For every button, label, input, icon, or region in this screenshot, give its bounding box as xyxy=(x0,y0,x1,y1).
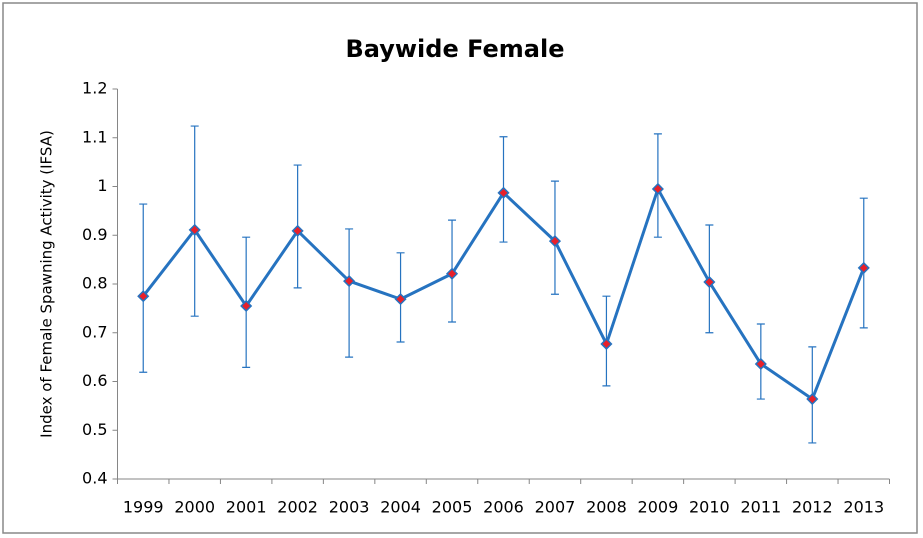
data-marker xyxy=(754,357,767,371)
data-marker xyxy=(137,290,150,303)
error-bar-upper xyxy=(756,323,765,364)
error-bar-upper xyxy=(345,228,354,282)
data-marker xyxy=(240,299,253,312)
x-tick-label: 2012 xyxy=(792,498,833,517)
error-bar-upper xyxy=(242,236,251,306)
error-bar-upper xyxy=(550,180,559,242)
error-bar-lower xyxy=(602,343,611,387)
x-tick-label: 2006 xyxy=(483,498,524,517)
error-bar-lower xyxy=(808,399,817,444)
error-bar-lower xyxy=(190,229,199,317)
x-tick-label: 2013 xyxy=(843,498,884,517)
y-tick-label: 0.8 xyxy=(82,274,107,293)
x-tick-label: 2007 xyxy=(535,498,576,517)
data-marker xyxy=(651,182,664,195)
x-tick-label: 2010 xyxy=(689,498,730,517)
data-marker xyxy=(600,337,613,351)
data-marker xyxy=(291,224,304,237)
data-marker xyxy=(445,267,459,280)
y-tick-label: 1.2 xyxy=(82,79,107,98)
error-bar-upper xyxy=(448,219,457,274)
error-bar-lower xyxy=(293,230,302,289)
error-bar-upper xyxy=(293,164,302,231)
y-tick-label: 1 xyxy=(97,176,107,195)
error-bar-lower xyxy=(139,296,148,373)
data-marker xyxy=(806,392,819,406)
error-bar-lower xyxy=(653,188,662,238)
data-marker xyxy=(548,235,562,248)
error-bar-upper xyxy=(602,295,611,344)
data-marker xyxy=(188,223,201,236)
error-bar-lower xyxy=(345,281,354,358)
data-marker xyxy=(343,275,356,288)
data-marker xyxy=(703,275,716,289)
error-bar-upper xyxy=(139,203,148,297)
x-tick-label: 2001 xyxy=(226,498,267,517)
error-bar-upper xyxy=(499,136,508,193)
data-marker xyxy=(394,293,407,306)
error-bar-upper xyxy=(396,252,405,300)
error-bar-upper xyxy=(653,133,662,189)
error-bar-lower xyxy=(499,192,508,243)
data-marker xyxy=(857,261,870,274)
chart-title: Baywide Female xyxy=(345,35,564,63)
y-tick-label: 0.7 xyxy=(82,322,107,341)
error-bar-lower xyxy=(448,273,457,323)
y-tick-label: 0.9 xyxy=(82,225,107,244)
x-tick-label: 1999 xyxy=(123,498,164,517)
x-tick-label: 2004 xyxy=(380,498,421,517)
x-tick-label: 2009 xyxy=(638,498,679,517)
y-tick-label: 0.4 xyxy=(82,469,107,488)
error-bar-upper xyxy=(859,197,868,268)
x-tick-label: 2002 xyxy=(277,498,318,517)
error-bar-lower xyxy=(242,305,251,368)
error-bar-lower xyxy=(550,241,559,295)
data-marker xyxy=(497,186,510,199)
y-tick-label: 0.6 xyxy=(82,371,107,390)
y-tick-label: 1.1 xyxy=(82,127,107,146)
x-tick-label: 2008 xyxy=(586,498,627,517)
error-bar-upper xyxy=(190,125,199,230)
y-tick-label: 0.5 xyxy=(82,420,107,439)
error-bar-lower xyxy=(396,299,405,343)
x-tick-label: 2011 xyxy=(740,498,781,517)
error-bar-upper xyxy=(808,346,817,400)
error-bar-lower xyxy=(705,282,714,334)
x-tick-label: 2005 xyxy=(432,498,473,517)
y-axis-title: Index of Female Spawning Activity (IFSA) xyxy=(38,130,56,438)
x-tick-label: 2003 xyxy=(329,498,370,517)
x-tick-label: 2000 xyxy=(174,498,215,517)
error-bar-lower xyxy=(859,267,868,329)
error-bar-upper xyxy=(705,224,714,283)
